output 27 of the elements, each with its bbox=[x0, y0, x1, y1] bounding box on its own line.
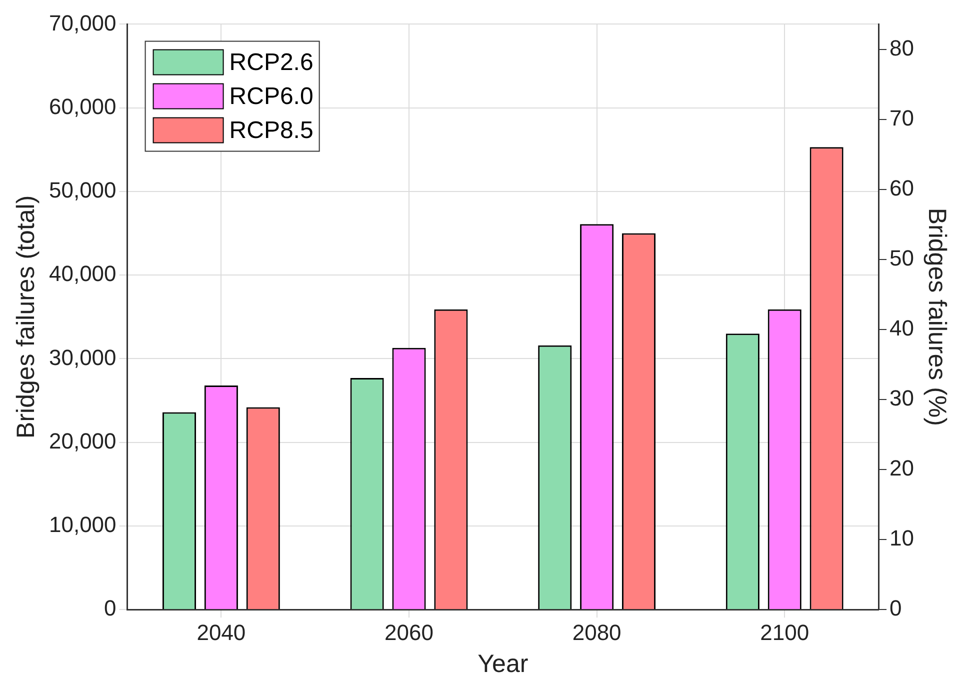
x-tick-label: 2100 bbox=[760, 620, 810, 645]
y-axis-title: Bridges failures (total) bbox=[12, 195, 40, 438]
y-tick-label: 40,000 bbox=[48, 261, 116, 286]
x-axis-title: Year bbox=[478, 650, 528, 678]
y2-tick-label: 40 bbox=[890, 316, 914, 341]
y2-tick-label: 0 bbox=[890, 596, 902, 621]
y2-tick-label: 80 bbox=[890, 35, 914, 60]
y2-axis-title: Bridges failures (%) bbox=[923, 208, 952, 426]
y-tick-label: 50,000 bbox=[48, 178, 116, 203]
y-tick-label: 70,000 bbox=[48, 10, 116, 36]
x-tick-label: 2040 bbox=[196, 620, 246, 645]
y2-tick-label: 50 bbox=[890, 246, 914, 271]
legend-label: RCP2.6 bbox=[229, 48, 314, 76]
y-tick-label: 10,000 bbox=[48, 512, 116, 538]
y-tick-label: 20,000 bbox=[48, 428, 116, 454]
y-tick-label: 0 bbox=[104, 596, 116, 621]
y2-tick-label: 20 bbox=[890, 456, 914, 481]
y2-tick-label: 30 bbox=[890, 386, 914, 411]
y2-tick-label: 70 bbox=[890, 105, 914, 130]
x-tick-label: 2080 bbox=[572, 620, 622, 645]
legend-label: RCP8.5 bbox=[229, 116, 314, 144]
y-tick-label: 60,000 bbox=[48, 94, 116, 119]
y2-tick-label: 60 bbox=[890, 176, 914, 201]
y-tick-label: 30,000 bbox=[48, 344, 116, 370]
y2-tick-label: 10 bbox=[890, 526, 914, 551]
x-tick-label: 2060 bbox=[384, 620, 434, 645]
legend-label: RCP6.0 bbox=[229, 82, 314, 110]
